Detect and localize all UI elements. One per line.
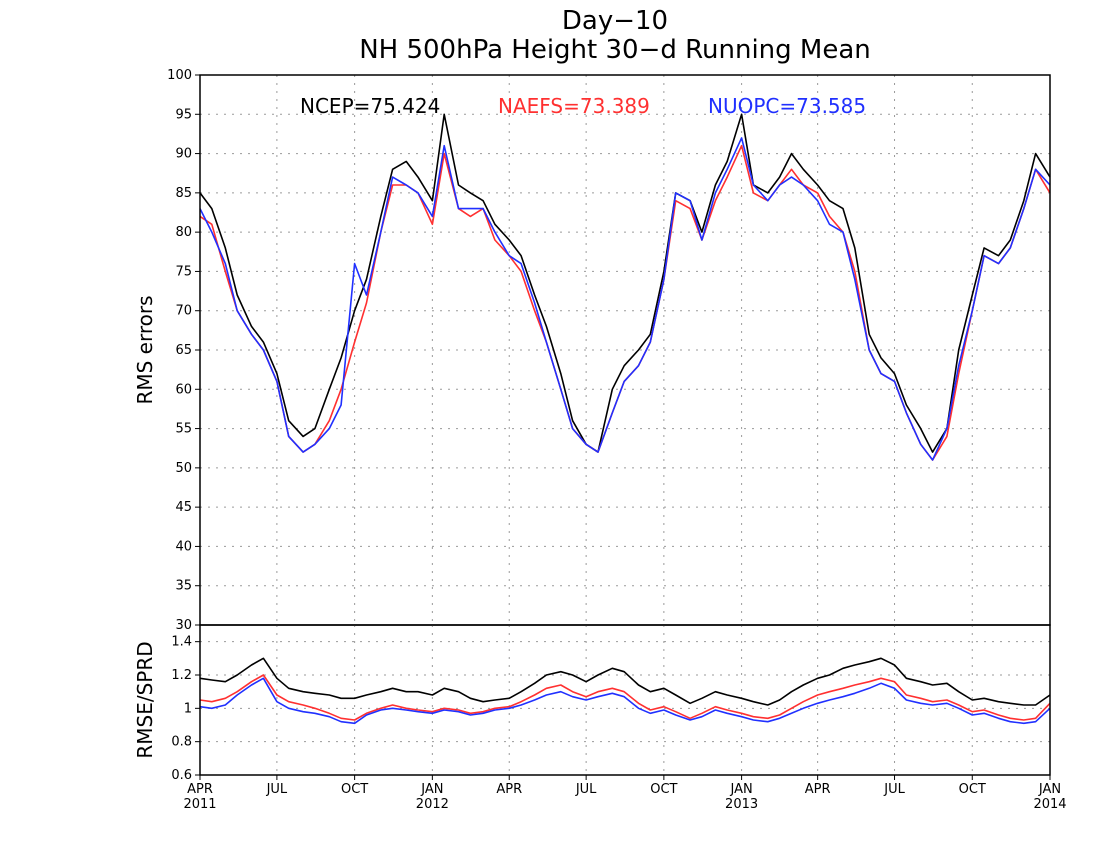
main-y-tick-label: 35 [175, 579, 192, 594]
main-y-tick-label: 50 [175, 461, 192, 476]
main-series-nuopc [199, 137, 1051, 461]
main-y-tick-label: 85 [175, 186, 192, 201]
main-y-tick-label: 55 [175, 422, 192, 437]
ratio-y-tick-label: 1.4 [171, 635, 192, 650]
main-y-tick-label: 45 [175, 500, 192, 515]
main-y-tick-label: 75 [175, 264, 192, 279]
main-y-axis-label: RMS errors [133, 295, 157, 404]
main-y-tick-label: 90 [175, 147, 192, 162]
x-tick-label: JUL [575, 782, 597, 797]
ratio-y-tick-label: 1 [184, 701, 192, 716]
main-y-tick-label: 70 [175, 304, 192, 319]
main-series-ncep [199, 113, 1051, 453]
ratio-panel: 0.6 0.8 1 1.2 1.4 [171, 624, 1051, 783]
main-y-tick-label: 60 [175, 382, 192, 397]
legend-entry-nuopc: NUOPC=73.585 [708, 94, 866, 118]
x-tick-label: APR [496, 782, 522, 797]
ratio-series-ncep [199, 657, 1051, 706]
x-tick-label: JUL [883, 782, 905, 797]
x-tick-label: OCT [341, 782, 368, 797]
x-tick-label: JAN [420, 782, 443, 797]
legend: NCEP=75.424 NAEFS=73.389 NUOPC=73.585 [300, 94, 866, 118]
ratio-plot-frame [199, 624, 1051, 776]
x-tick-year-label: 2014 [1033, 797, 1066, 812]
chart-title: Day−10 [562, 6, 668, 36]
x-tick-label: JAN [729, 782, 752, 797]
ratio-y-tick-label: 1.2 [171, 668, 192, 683]
legend-entry-ncep: NCEP=75.424 [300, 94, 440, 118]
main-y-tick-label: 80 [175, 225, 192, 240]
main-panel: 30 35 40 45 50 55 60 65 70 75 80 85 90 95 100 [167, 68, 1051, 633]
x-tick-label: APR [805, 782, 831, 797]
ratio-series-nuopc [199, 677, 1051, 725]
main-y-tick-label: 40 [175, 539, 192, 554]
x-tick-label: APR [187, 782, 213, 797]
x-tick-label: JAN [1038, 782, 1061, 797]
ratio-y-tick-label: 0.8 [171, 735, 192, 750]
chart-subtitle: NH 500hPa Height 30−d Running Mean [359, 35, 871, 65]
x-tick-label: OCT [650, 782, 677, 797]
main-y-tick-label: 100 [167, 68, 192, 83]
ratio-series-naefs [199, 674, 1051, 721]
legend-entry-naefs: NAEFS=73.389 [498, 94, 650, 118]
main-y-tick-label: 65 [175, 343, 192, 358]
x-tick-year-label: 2011 [183, 797, 216, 812]
x-tick-label: OCT [959, 782, 986, 797]
main-y-tick-label: 30 [175, 618, 192, 633]
ratio-y-tick-label: 0.6 [171, 768, 192, 783]
x-tick-label: JUL [266, 782, 288, 797]
x-tick-year-label: 2013 [725, 797, 758, 812]
ratio-y-axis-label: RMSE/SPRD [133, 641, 157, 758]
main-y-tick-label: 95 [175, 107, 192, 122]
x-tick-year-label: 2012 [416, 797, 449, 812]
